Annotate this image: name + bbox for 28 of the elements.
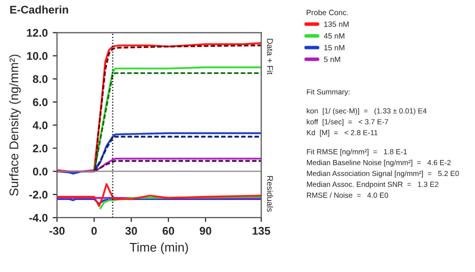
chart-title: E-Cadherin <box>10 5 68 14</box>
line-series <box>57 183 262 207</box>
y-tick-label: 6.0 <box>32 98 48 106</box>
x-tick-label: 0 <box>91 226 97 235</box>
x-tick-label: 135 <box>252 226 270 235</box>
line-series <box>94 44 262 170</box>
line-series <box>93 160 262 172</box>
y-tick-label: 8.0 <box>32 75 48 84</box>
y-axis-title: Surface Density (ng/mm²) <box>9 54 21 196</box>
x-tick-label: 30 <box>125 226 137 235</box>
x-tick-label: 60 <box>162 226 174 235</box>
y-tick-label: 0.0 <box>32 168 48 176</box>
line-series <box>57 42 262 174</box>
y-tick-label: 10.0 <box>27 52 48 60</box>
x-axis-title: Time (min) <box>130 242 188 254</box>
line-series <box>93 136 262 172</box>
y-tick-label: 2.0 <box>32 144 48 152</box>
text: Data + Fit <box>266 38 274 74</box>
text: Residuals <box>266 176 274 212</box>
y-tick-label: -2.0 <box>29 190 48 199</box>
x-tick-label: -30 <box>49 226 65 235</box>
y-tick-label: -4.0 <box>29 214 48 222</box>
line-series <box>57 158 262 172</box>
x-tick-label: 90 <box>200 226 212 235</box>
y-tick-label: 4.0 <box>32 121 48 130</box>
line-series <box>93 72 262 172</box>
line-series <box>99 196 262 210</box>
y-tick-label: 12.0 <box>27 28 48 37</box>
